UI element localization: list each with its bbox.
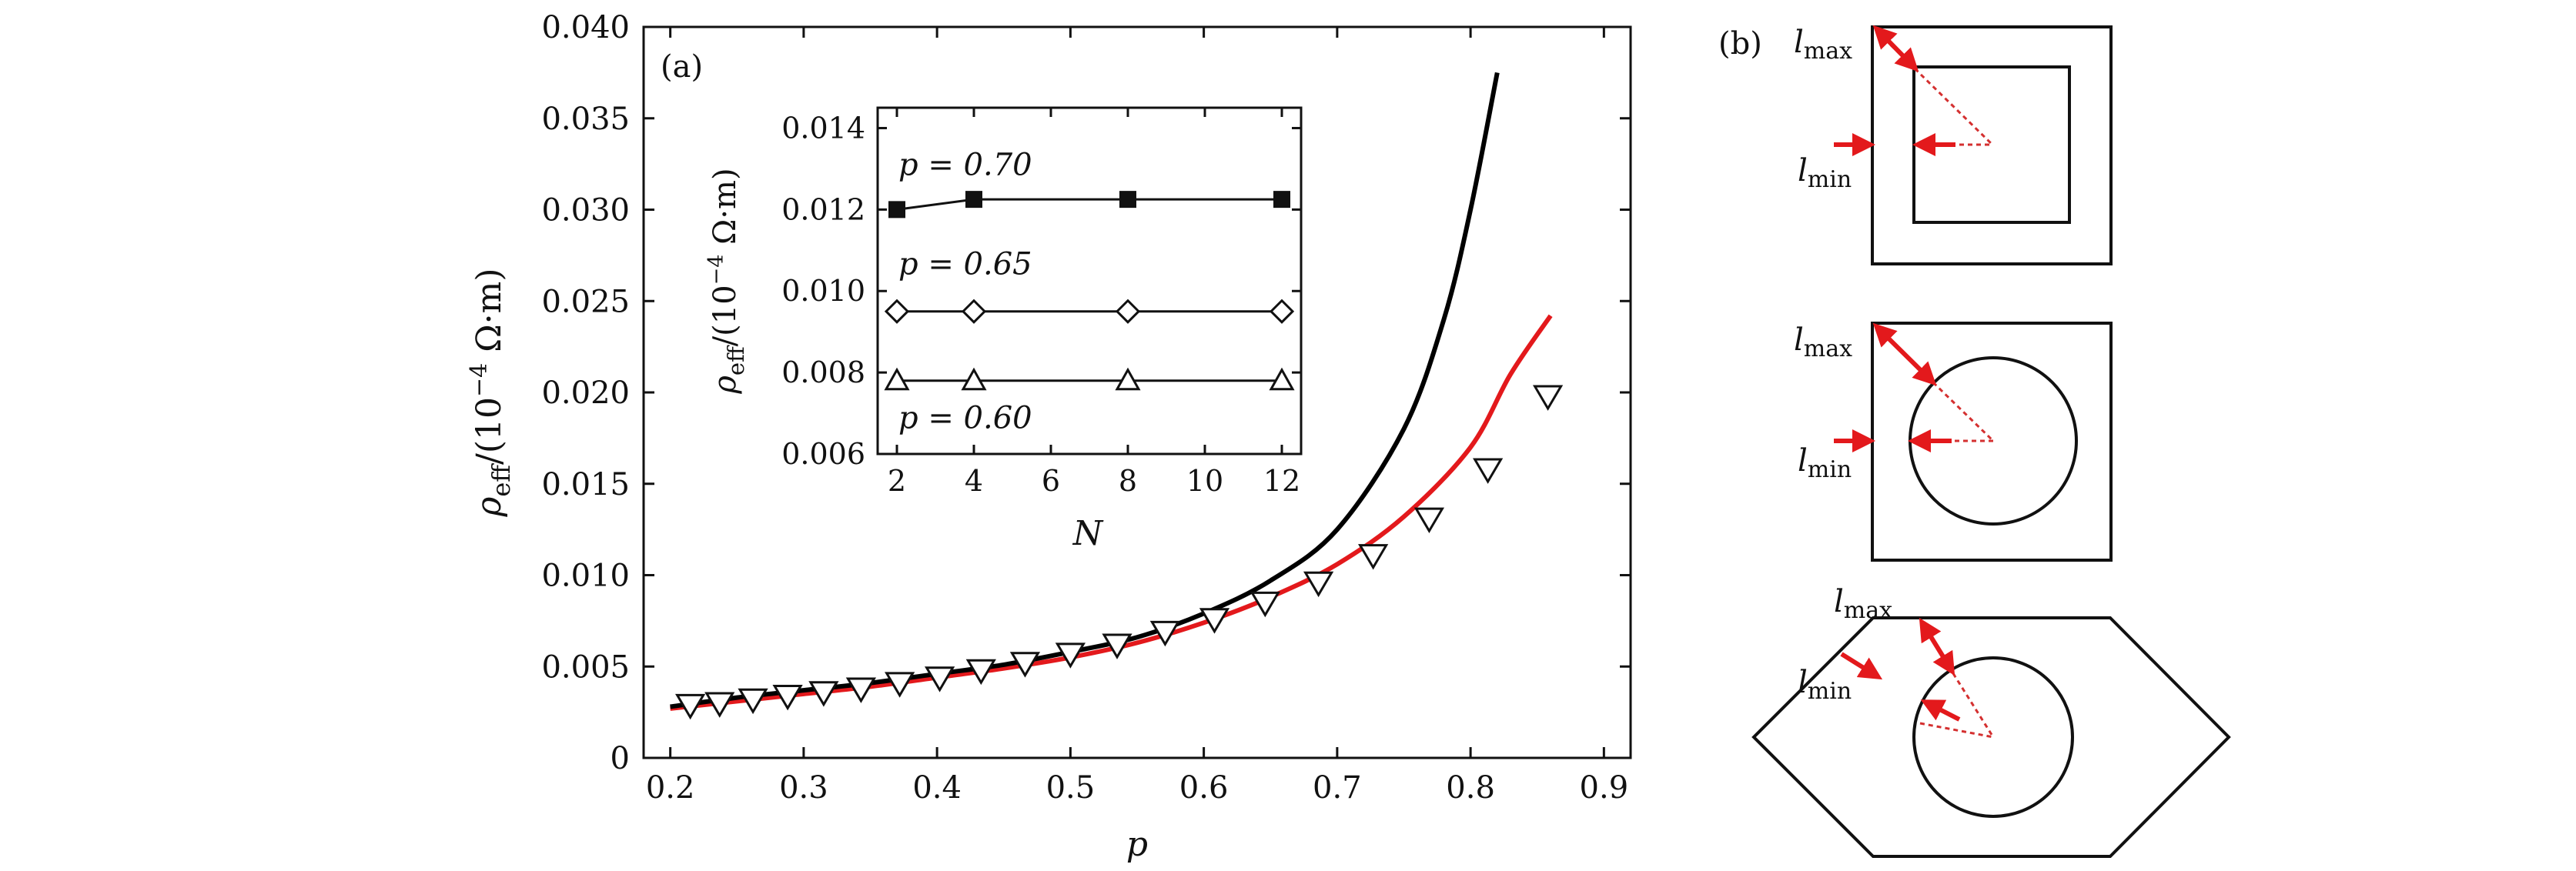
up-triangle-marker xyxy=(884,367,910,391)
panel-b-geometry: (b) xyxy=(1718,25,2231,858)
square-marker xyxy=(888,201,905,219)
down-triangle-marker xyxy=(1358,544,1389,570)
up-triangle-marker xyxy=(1115,367,1141,391)
outer-hexagon xyxy=(1751,616,2231,858)
main-x-tick-label: 0.9 xyxy=(1580,770,1629,806)
l-max-label-2: lmax xyxy=(1794,322,1852,362)
main-x-axis-title: p xyxy=(1126,825,1148,864)
main-x-tick-label: 0.6 xyxy=(1179,770,1229,806)
inset-x-tick-label: 12 xyxy=(1263,464,1300,498)
inset-series-label: p = 0.70 xyxy=(898,147,1032,182)
inset-x-axis-title: N xyxy=(1072,514,1104,553)
inset-y-tick-label: 0.008 xyxy=(781,355,865,389)
main-x-tick-label: 0.3 xyxy=(779,770,828,806)
main-y-tick-label: 0.030 xyxy=(541,193,630,229)
hexagon-circle-cell xyxy=(1751,616,2231,858)
l-max-label-1: lmax xyxy=(1794,25,1852,65)
inset-x-tick-label: 4 xyxy=(965,464,983,498)
down-triangle-marker xyxy=(1303,571,1334,598)
main-x-tick-label: 0.2 xyxy=(646,770,695,806)
inset-y-tick-label: 0.014 xyxy=(781,111,865,145)
down-triangle-marker xyxy=(738,688,768,715)
inset-chart: 2 4 6 8 10 12 0.006 0.008 0.010 0.012 0.014 p = 0.… xyxy=(704,106,1303,553)
down-triangle-marker xyxy=(1009,652,1041,678)
diamond-marker xyxy=(1269,299,1295,324)
main-series xyxy=(670,72,1564,720)
l-max-arrow-3 xyxy=(1919,617,1955,676)
svg-text:ρeff/(10−4 Ω·m): ρeff/(10−4 Ω·m) xyxy=(704,168,749,394)
down-triangle-marker xyxy=(845,677,877,703)
diamond-marker xyxy=(884,299,910,324)
square-marker xyxy=(965,191,982,209)
main-y-axis-title: ρeff/(10−4 Ω·m) xyxy=(466,268,516,517)
down-triangle-marker xyxy=(885,672,915,698)
l-min-label-2: lmin xyxy=(1798,443,1852,483)
l-min-arrow-outer-3 xyxy=(1840,652,1883,680)
inset-y-tick-label: 0.010 xyxy=(781,274,865,308)
down-triangle-marker xyxy=(1199,608,1230,634)
inset-plot-frame xyxy=(876,106,1303,456)
inset-x-tick-label: 6 xyxy=(1042,464,1060,498)
square-circle-cell xyxy=(1834,322,2113,562)
inset-y-tick-label: 0.012 xyxy=(781,192,865,226)
svg-text:ρeff/(10−4 Ω·m): ρeff/(10−4 Ω·m) xyxy=(466,268,516,517)
inset-series: p = 0.70 p = 0.65 p = 0.60 xyxy=(884,147,1295,436)
l-min-label-3: lmin xyxy=(1798,665,1852,705)
main-y-tick-label: 0.025 xyxy=(541,284,630,319)
main-y-tick-label: 0.020 xyxy=(541,375,630,411)
down-triangle-marker xyxy=(1413,507,1445,533)
main-x-tick-label: 0.7 xyxy=(1313,770,1362,806)
down-triangle-marker xyxy=(808,681,839,707)
main-x-tick-label: 0.4 xyxy=(912,770,962,806)
main-chart: (a) 0.2 0.3 0.4 0.5 0.6 0.7 0.8 0.900.0050.0100… xyxy=(466,10,1632,864)
down-triangle-marker xyxy=(1532,385,1564,411)
dashed-radius-min-3 xyxy=(1919,722,1994,739)
square-marker xyxy=(1119,191,1136,209)
up-triangle-marker xyxy=(961,367,987,391)
down-triangle-marker xyxy=(1473,458,1504,484)
main-y-tick-label: 0.015 xyxy=(541,467,630,502)
panel-b-label: (b) xyxy=(1718,26,1762,62)
main-y-tick-label: 0 xyxy=(611,741,630,776)
down-triangle-marker xyxy=(704,692,735,718)
down-triangle-marker xyxy=(772,685,803,711)
l-min-arrow-inner-3 xyxy=(1920,699,1961,722)
dashed-radius-max-3 xyxy=(1920,622,1995,738)
down-triangle-marker xyxy=(1149,620,1181,647)
square-marker xyxy=(1273,191,1290,209)
down-triangle-marker xyxy=(1055,642,1086,669)
l-max-arrow xyxy=(1872,25,1919,72)
main-y-tick-label: 0.010 xyxy=(541,559,630,594)
diamond-marker xyxy=(961,299,987,324)
diamond-marker xyxy=(1115,299,1141,324)
inset-series-label: p = 0.60 xyxy=(898,401,1032,436)
main-x-tick-label: 0.5 xyxy=(1046,770,1096,806)
l-max-arrow-2 xyxy=(1872,322,1937,386)
inset-series-line xyxy=(896,198,1282,211)
inset-ticks: 2 4 6 8 10 12 0.006 0.008 0.010 0.012 0.014 xyxy=(781,108,1301,498)
down-triangle-marker xyxy=(1250,591,1280,618)
down-triangle-marker xyxy=(1102,633,1132,659)
main-y-tick-label: 0.005 xyxy=(541,649,630,685)
l-max-label-3: lmax xyxy=(1834,584,1892,624)
l-min-label-1: lmin xyxy=(1798,153,1852,193)
inset-y-tick-label: 0.006 xyxy=(781,437,865,471)
inset-x-tick-label: 10 xyxy=(1186,464,1223,498)
up-triangle-marker xyxy=(1269,367,1295,391)
main-y-tick-label: 0.035 xyxy=(541,102,630,137)
down-triangle-marker xyxy=(675,693,706,720)
down-triangle-marker xyxy=(924,666,955,692)
down-triangle-marker xyxy=(965,659,996,686)
inset-series-label: p = 0.65 xyxy=(898,247,1032,282)
square-square-cell xyxy=(1834,25,2113,265)
main-y-tick-label: 0.040 xyxy=(541,10,630,45)
inset-x-tick-label: 2 xyxy=(888,464,906,498)
inner-circle-2 xyxy=(1912,656,2074,818)
panel-a-label: (a) xyxy=(661,49,703,85)
inset-y-axis-title: ρeff/(10−4 Ω·m) xyxy=(704,168,749,394)
inset-x-tick-label: 8 xyxy=(1119,464,1137,498)
main-x-tick-label: 0.8 xyxy=(1446,770,1495,806)
main-ticks: 0.2 0.3 0.4 0.5 0.6 0.7 0.8 0.9 0 0.005 0.010 0.015… xyxy=(541,10,1631,806)
